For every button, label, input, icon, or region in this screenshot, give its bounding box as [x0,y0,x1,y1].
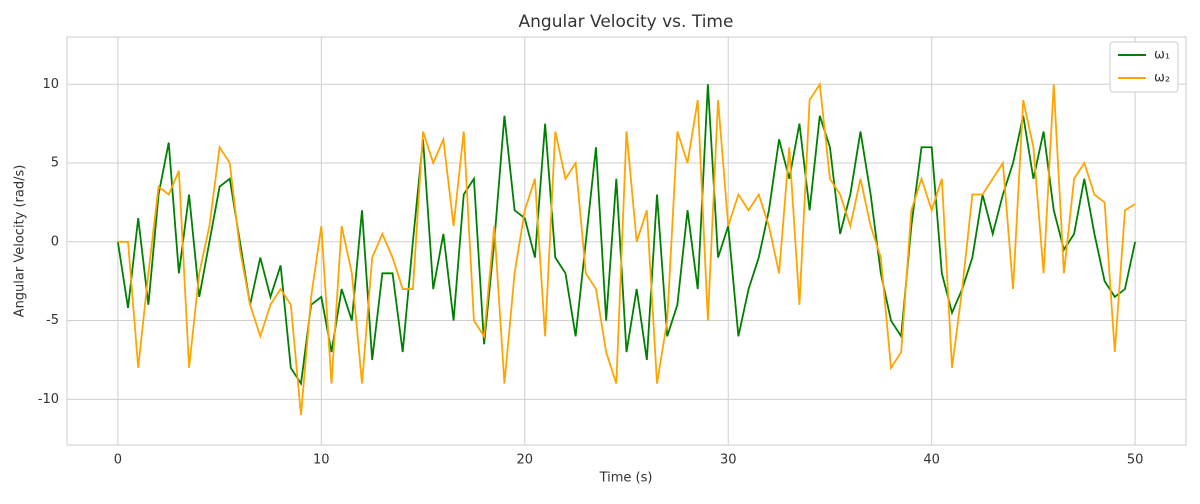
legend-label: ω₁ [1154,48,1170,63]
y-tick-label: 10 [42,77,59,92]
y-tick-label: 0 [51,234,59,249]
line [117,81,1136,416]
x-axis-label: Time (s) [599,471,653,486]
x-tick-label: 30 [720,453,737,468]
x-tick-label: 40 [923,453,940,468]
y-axis-label: Angular Velocity (rad/s) [13,165,28,318]
y-tick-label: 5 [51,156,59,171]
y-tick-label: -5 [46,313,59,328]
y-tick-label: -10 [38,392,59,407]
x-tick-label: 50 [1127,453,1144,468]
x-tick-label: 0 [114,453,122,468]
legend-label: ω₂ [1154,71,1170,86]
line [116,84,1137,387]
x-tick-label: 20 [516,453,533,468]
x-tick-label: 10 [313,453,330,468]
chart-title: Angular Velocity vs. Time [519,12,734,32]
plot-frame [66,36,1187,446]
